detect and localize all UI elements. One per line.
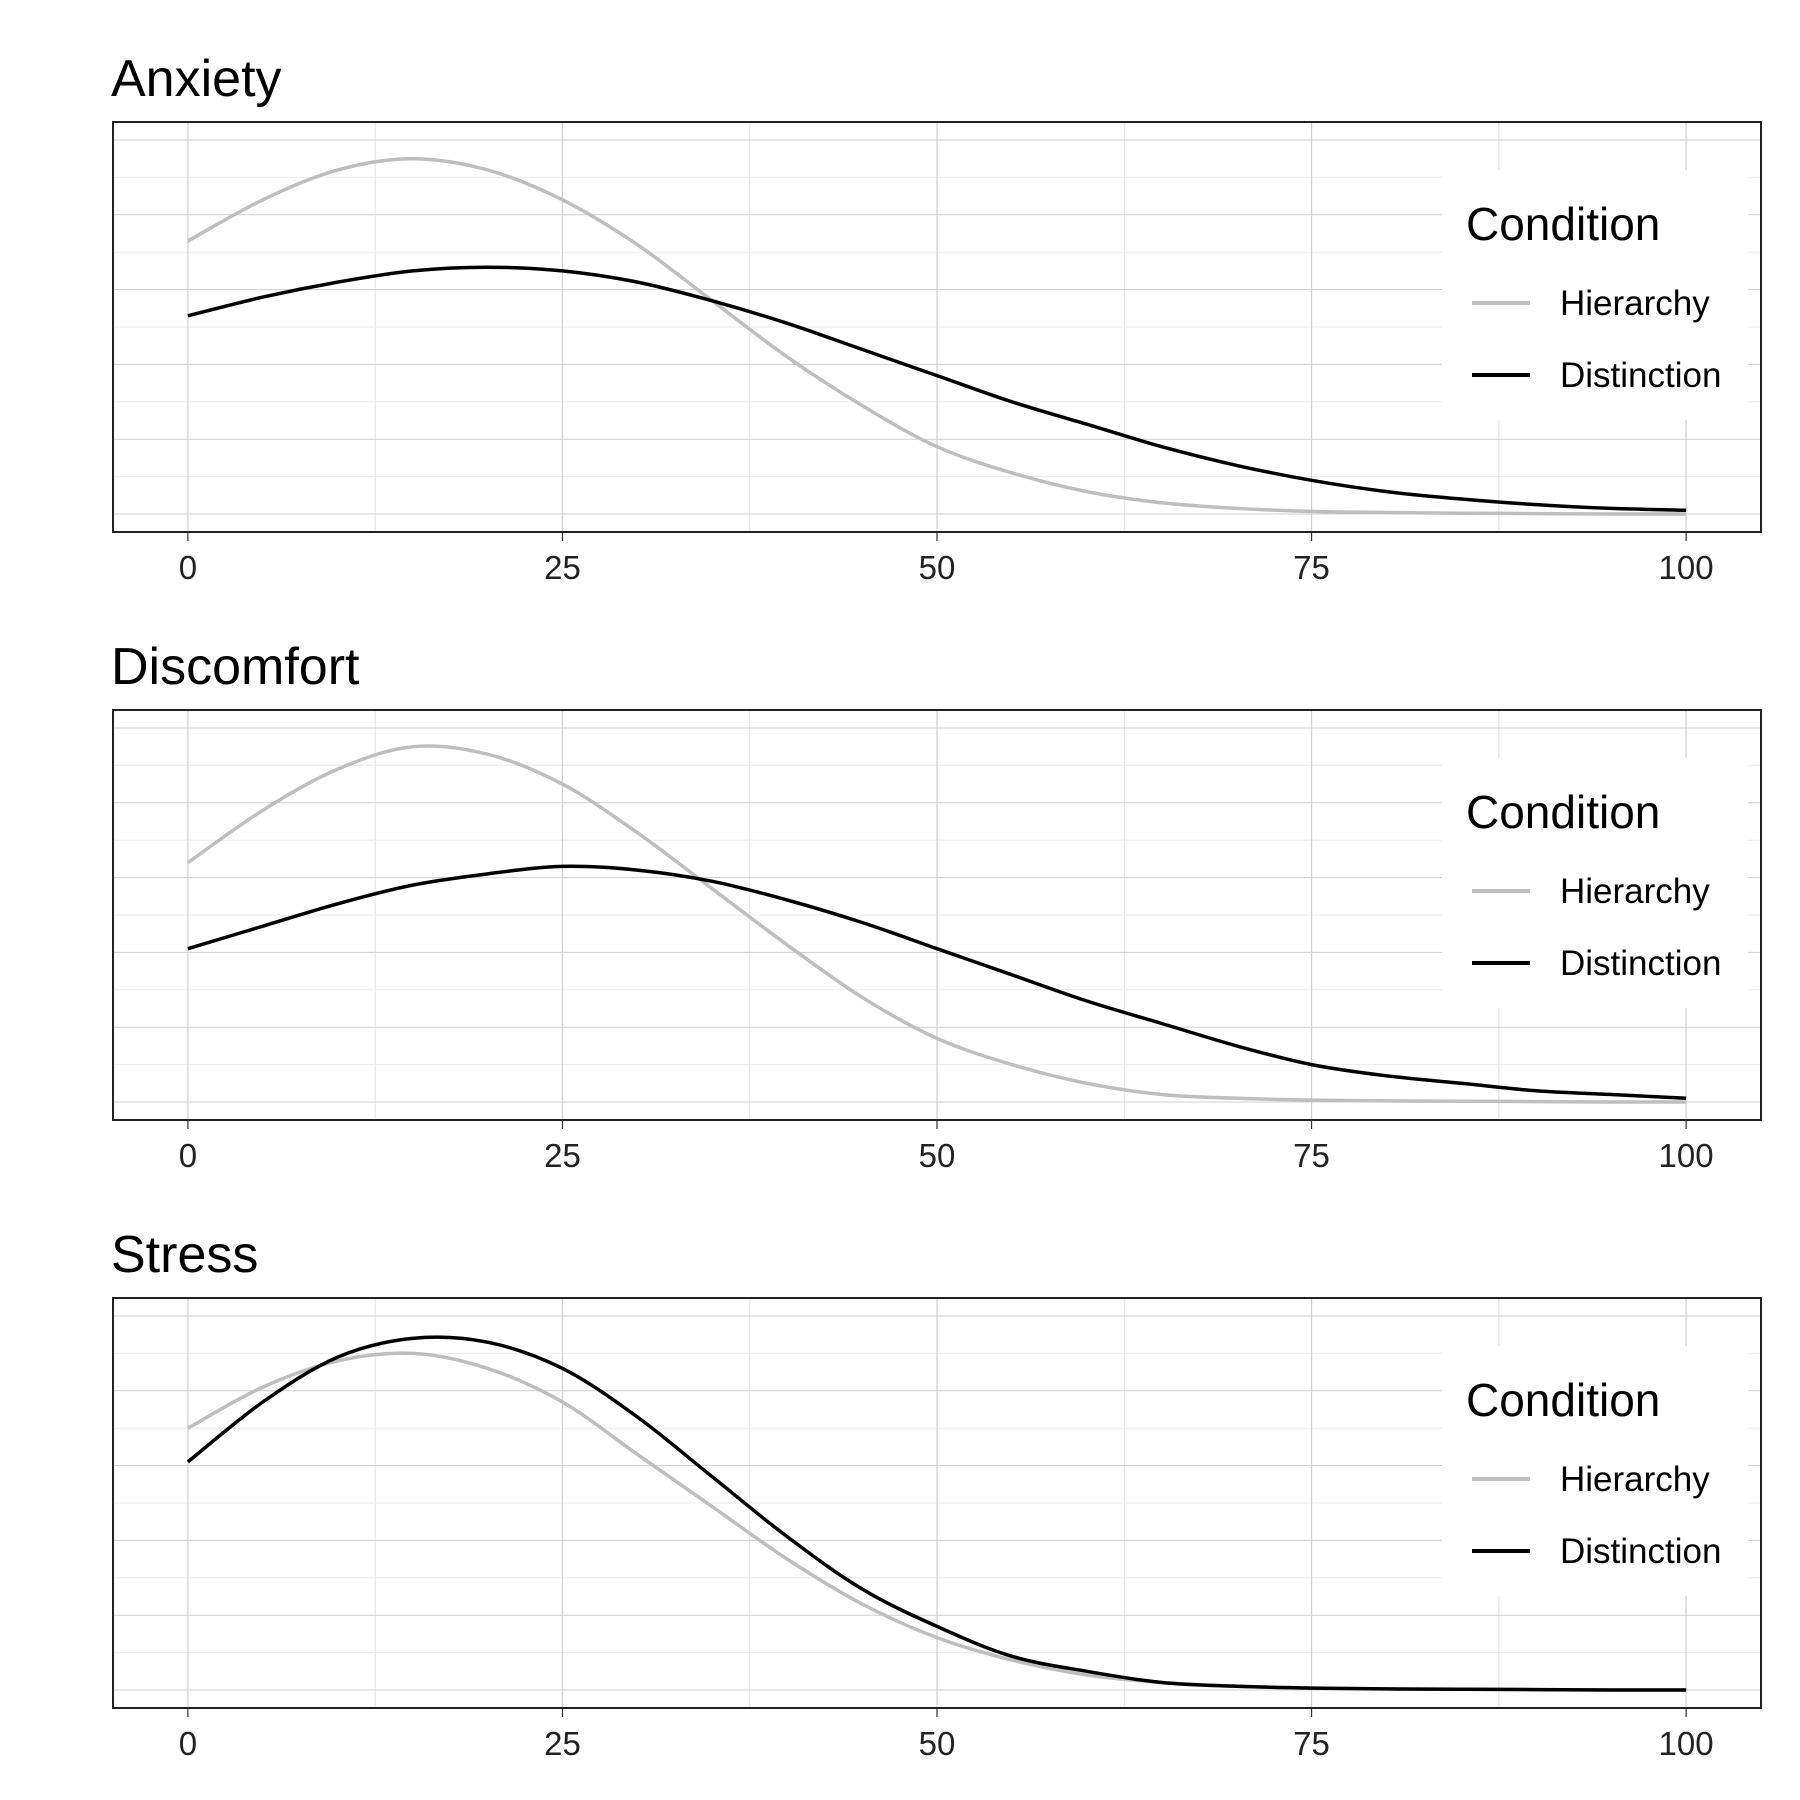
- x-tick-label: 50: [919, 549, 956, 586]
- legend-box: [1442, 170, 1748, 420]
- x-tick-label: 75: [1293, 549, 1330, 586]
- legend-label-distinction: Distinction: [1560, 356, 1721, 395]
- x-tick-label: 100: [1659, 549, 1714, 586]
- x-tick-label: 100: [1659, 1137, 1714, 1174]
- series-line-distinction: [187, 864, 1687, 1101]
- legend-label-hierarchy: Hierarchy: [1560, 1460, 1710, 1499]
- series-line-hierarchy: [187, 156, 1687, 516]
- panel-title: Discomfort: [111, 638, 360, 696]
- x-tick-label: 25: [544, 1137, 581, 1174]
- chart-panel-0: Anxiety 0 25 50 75 100 Condition Hierarchy Disti…: [111, 50, 1762, 586]
- panel-title: Stress: [111, 1226, 258, 1284]
- x-tick-label: 25: [544, 549, 581, 586]
- legend-title: Condition: [1466, 786, 1660, 838]
- legend-label-distinction: Distinction: [1560, 944, 1721, 983]
- x-tick-label: 100: [1659, 1725, 1714, 1762]
- chart-panel-1: Discomfort 0 25 50 75 100 Condition Hierarchy Di…: [111, 638, 1762, 1174]
- legend-box: [1442, 758, 1748, 1008]
- series-line-hierarchy: [186, 744, 1687, 1104]
- x-tick-label: 0: [179, 1137, 197, 1174]
- x-tick-label: 0: [179, 1725, 197, 1762]
- panel-border: [112, 121, 1762, 533]
- x-tick-label: 0: [179, 549, 197, 586]
- series-line-distinction: [187, 265, 1687, 513]
- legend-title: Condition: [1466, 1374, 1660, 1426]
- panel-border: [112, 709, 1762, 1121]
- x-tick-label: 50: [919, 1137, 956, 1174]
- legend-box: [1442, 1346, 1748, 1596]
- panel-title: Anxiety: [111, 50, 282, 108]
- legend-label-distinction: Distinction: [1560, 1532, 1721, 1571]
- x-tick-label: 25: [544, 1725, 581, 1762]
- x-tick-label: 50: [919, 1725, 956, 1762]
- x-tick-label: 75: [1293, 1725, 1330, 1762]
- x-tick-label: 75: [1293, 1137, 1330, 1174]
- legend-label-hierarchy: Hierarchy: [1560, 872, 1710, 911]
- legend-title: Condition: [1466, 198, 1660, 250]
- series-line-distinction: [186, 1335, 1687, 1692]
- panel-border: [112, 1297, 1762, 1709]
- legend-label-hierarchy: Hierarchy: [1560, 284, 1710, 323]
- chart-panel-2: Stress 0 25 50 75 100 Condition Hierarchy Distin…: [111, 1226, 1762, 1762]
